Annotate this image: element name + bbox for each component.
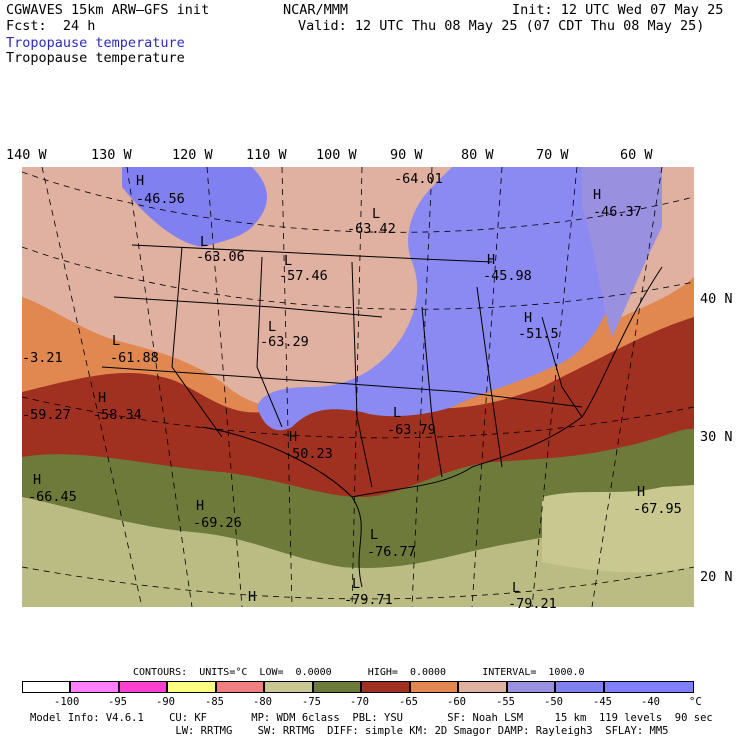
tropopause-temperature-map [22,167,694,607]
legend-tick: -65 [399,696,418,708]
field-band-lavender [582,167,662,337]
lat-label-20n: 20 N [700,569,733,585]
extreme-value: -46.37 [593,204,642,220]
model-info-line1: Model Info: V4.6.1 CU: KF MP: WDM 6class… [30,712,713,724]
field-title: Tropopause temperature [6,35,185,51]
extreme-letter: H [637,484,646,500]
extreme-letter: L [370,527,379,543]
model-info-line2: LW: RRTMG SW: RRTMG DIFF: simple KM: 2D … [30,725,669,737]
legend-tick: -85 [205,696,224,708]
legend-tick: -90 [156,696,175,708]
field-band-tan-east [542,485,694,573]
valid-time: Valid: 12 UTC Thu 08 May 25 (07 CDT Thu … [298,18,705,34]
legend-swatch [264,681,313,693]
extreme-letter: L [200,234,209,250]
extreme-letter: L [393,405,402,421]
extreme-letter: H [593,187,602,203]
field-band-blue [122,167,267,247]
extreme-value: -79.71 [344,592,393,608]
field-band-blue-main [257,167,615,431]
extreme-value: -76.77 [367,544,416,560]
lon-label-80w: 80 W [461,147,494,163]
extreme-letter: H [524,310,533,326]
legend-tick: -95 [108,696,127,708]
extreme-letter: H [487,252,496,268]
extreme-value: -69.26 [193,515,242,531]
extreme-letter: H [248,589,257,605]
extreme-letter: L [112,333,121,349]
legend-tick: -60 [447,696,466,708]
legend-unit: °C [689,696,702,708]
extreme-letter: H [136,173,145,189]
legend-swatch [555,681,604,693]
legend-tick: -80 [253,696,272,708]
extreme-value: -63.42 [347,221,396,237]
extreme-value: -64.01 [394,171,443,187]
legend-tick: -45 [593,696,612,708]
extreme-letter: L [268,319,277,335]
legend-swatch [507,681,555,693]
lon-label-130w: 130 W [91,147,132,163]
contours-info: CONTOURS: UNITS=°C LOW= 0.0000 HIGH= 0.0… [133,667,585,678]
extreme-value: -66.45 [28,489,77,505]
extreme-value: -79.21 [508,596,557,612]
lat-label-30n: 30 N [700,429,733,445]
extreme-value: -3.21 [22,350,63,366]
legend-swatch [70,681,119,693]
extreme-value: -63.29 [260,334,309,350]
extreme-value: -59.27 [22,407,71,423]
lon-label-70w: 70 W [536,147,569,163]
extreme-value: -46.56 [136,191,185,207]
legend-swatch [361,681,410,693]
extreme-value: -63.06 [196,249,245,265]
extreme-letter: H [196,498,205,514]
extreme-letter: H [289,429,298,445]
lon-label-120w: 120 W [172,147,213,163]
legend-swatch [458,681,507,693]
legend-tick: -55 [496,696,515,708]
extreme-letter: L [372,206,381,222]
extreme-value: -45.98 [483,268,532,284]
legend-tick: -50 [544,696,563,708]
graticule [22,167,694,607]
legend-swatch [22,681,70,693]
extreme-value: -61.88 [110,350,159,366]
extreme-value: -57.46 [279,268,328,284]
legend-swatch [167,681,216,693]
legend-tick: -75 [302,696,321,708]
extreme-letter: L [512,580,521,596]
lat-label-40n: 40 N [700,291,733,307]
lon-label-60w: 60 W [620,147,653,163]
lon-label-90w: 90 W [390,147,423,163]
lon-label-140w: 140 W [6,147,47,163]
extreme-letter: L [352,576,361,592]
init-time: Init: 12 UTC Wed 07 May 25 [512,2,724,18]
legend-swatch [216,681,264,693]
extreme-value: -50.23 [284,446,333,462]
legend-swatch [119,681,167,693]
extreme-value: -67.95 [633,501,682,517]
extreme-letter: L [284,253,293,269]
legend-swatch [313,681,361,693]
legend-tick: -40 [641,696,660,708]
forecast-hour: Fcst: 24 h [6,18,96,34]
extreme-value: -51.5 [518,326,559,342]
organization: NCAR/MMM [283,2,349,18]
legend-tick: -100 [54,696,80,708]
extreme-value: -63.79 [387,422,436,438]
model-title: CGWAVES 15km ARW–GFS init [6,2,210,18]
extreme-letter: H [98,390,107,406]
legend-swatch [410,681,458,693]
field-band-tan-south [22,497,694,607]
extreme-value: -58.34 [93,407,142,423]
extreme-letter: H [33,472,42,488]
legend-swatch [604,681,694,693]
boundaries [101,244,663,588]
legend-tick: -70 [350,696,369,708]
field-subtitle: Tropopause temperature [6,50,185,66]
lon-label-100w: 100 W [316,147,357,163]
lon-label-110w: 110 W [246,147,287,163]
